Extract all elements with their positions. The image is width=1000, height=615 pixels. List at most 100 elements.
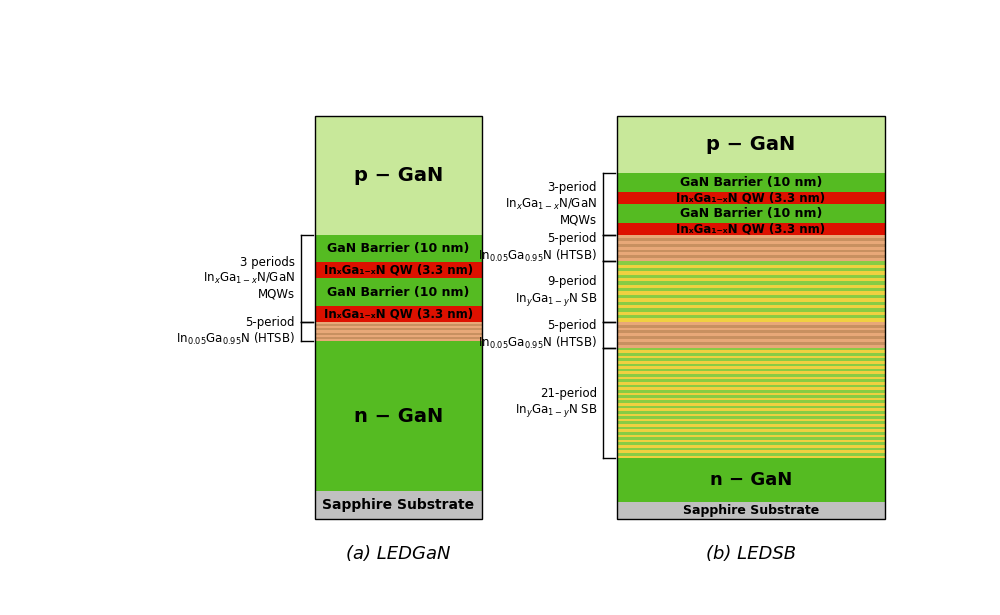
Bar [617,173,885,192]
Bar [617,339,885,342]
Bar [617,435,885,437]
Bar [617,255,885,258]
Bar [617,371,885,374]
Bar [617,392,885,395]
Bar [315,116,482,235]
Bar [617,235,885,238]
Bar [617,295,885,298]
Bar [617,325,885,328]
Bar [315,339,482,341]
Bar [617,369,885,371]
Text: 3 periods
In$_x$Ga$_{1-x}$N/GaN
MQWs: 3 periods In$_x$Ga$_{1-x}$N/GaN MQWs [203,256,295,301]
Bar [617,342,885,345]
Text: InₓGa₁₋ₓN QW (3.3 nm): InₓGa₁₋ₓN QW (3.3 nm) [676,192,825,205]
Bar [617,241,885,244]
Bar [617,301,885,305]
Bar [315,491,482,519]
Bar [617,333,885,336]
Text: 5-period
In$_{0.05}$Ga$_{0.95}$N (HTSB): 5-period In$_{0.05}$Ga$_{0.95}$N (HTSB) [478,232,597,264]
Bar [617,406,885,408]
Bar [617,440,885,443]
Bar [617,450,885,453]
Bar [617,382,885,384]
Bar [617,264,885,268]
Bar [315,330,482,333]
Bar [617,345,885,348]
Text: 5-period
In$_{0.05}$Ga$_{0.95}$N (HTSB): 5-period In$_{0.05}$Ga$_{0.95}$N (HTSB) [478,319,597,351]
Bar [617,308,885,312]
Bar [617,400,885,403]
Bar [617,374,885,377]
Bar [617,456,885,458]
Bar [617,250,885,253]
Text: Sapphire Substrate: Sapphire Substrate [322,498,474,512]
Bar [315,326,482,328]
Text: 9-period
In$_y$Ga$_{1-y}$N SB: 9-period In$_y$Ga$_{1-y}$N SB [515,276,597,308]
Bar [617,387,885,390]
Bar [617,453,885,456]
Bar [315,278,482,306]
Bar [617,421,885,424]
Bar [617,261,885,264]
Bar [315,235,482,263]
Bar [617,258,885,261]
Bar [617,281,885,285]
Text: Sapphire Substrate: Sapphire Substrate [683,504,819,517]
Bar [315,335,482,337]
Text: n − GaN: n − GaN [710,471,792,489]
Bar [617,305,885,308]
Bar [617,419,885,421]
Bar [617,437,885,440]
Bar [617,244,885,247]
Bar [617,448,885,450]
Text: InₓGa₁₋ₓN QW (3.3 nm): InₓGa₁₋ₓN QW (3.3 nm) [676,223,825,236]
Bar [315,328,482,330]
Bar [617,379,885,382]
Bar [617,429,885,432]
Bar [315,337,482,339]
Bar [617,443,885,445]
Text: (b) LEDSB: (b) LEDSB [706,545,796,563]
Bar [617,328,885,330]
Bar [617,223,885,235]
Bar [315,322,482,324]
Bar [315,333,482,335]
Text: p − GaN: p − GaN [706,135,795,154]
Bar [617,285,885,288]
Bar [617,204,885,223]
Text: GaN Barrier (10 nm): GaN Barrier (10 nm) [327,242,469,255]
Bar [617,398,885,400]
Bar [617,353,885,355]
Bar [617,292,885,295]
Bar [315,116,482,519]
Text: p − GaN: p − GaN [354,166,443,185]
Bar [617,312,885,315]
Text: (a) LEDGaN: (a) LEDGaN [346,545,450,563]
Bar [617,238,885,241]
Bar [617,408,885,411]
Bar [617,116,885,173]
Bar [617,288,885,292]
Bar [617,253,885,255]
Bar [617,377,885,379]
Text: GaN Barrier (10 nm): GaN Barrier (10 nm) [680,207,822,220]
Bar [315,263,482,278]
Bar [617,427,885,429]
Bar [617,390,885,392]
Bar [617,432,885,435]
Text: GaN Barrier (10 nm): GaN Barrier (10 nm) [327,285,469,298]
Text: InₓGa₁₋ₓN QW (3.3 nm): InₓGa₁₋ₓN QW (3.3 nm) [324,308,473,320]
Bar [617,322,885,325]
Bar [617,361,885,363]
Bar [617,336,885,339]
Bar [617,395,885,398]
Bar [617,363,885,366]
Bar [315,324,482,326]
Bar [617,416,885,419]
Bar [617,413,885,416]
Bar [617,298,885,301]
Bar [617,247,885,250]
Bar [617,355,885,359]
Bar [617,319,885,322]
Bar [617,359,885,361]
